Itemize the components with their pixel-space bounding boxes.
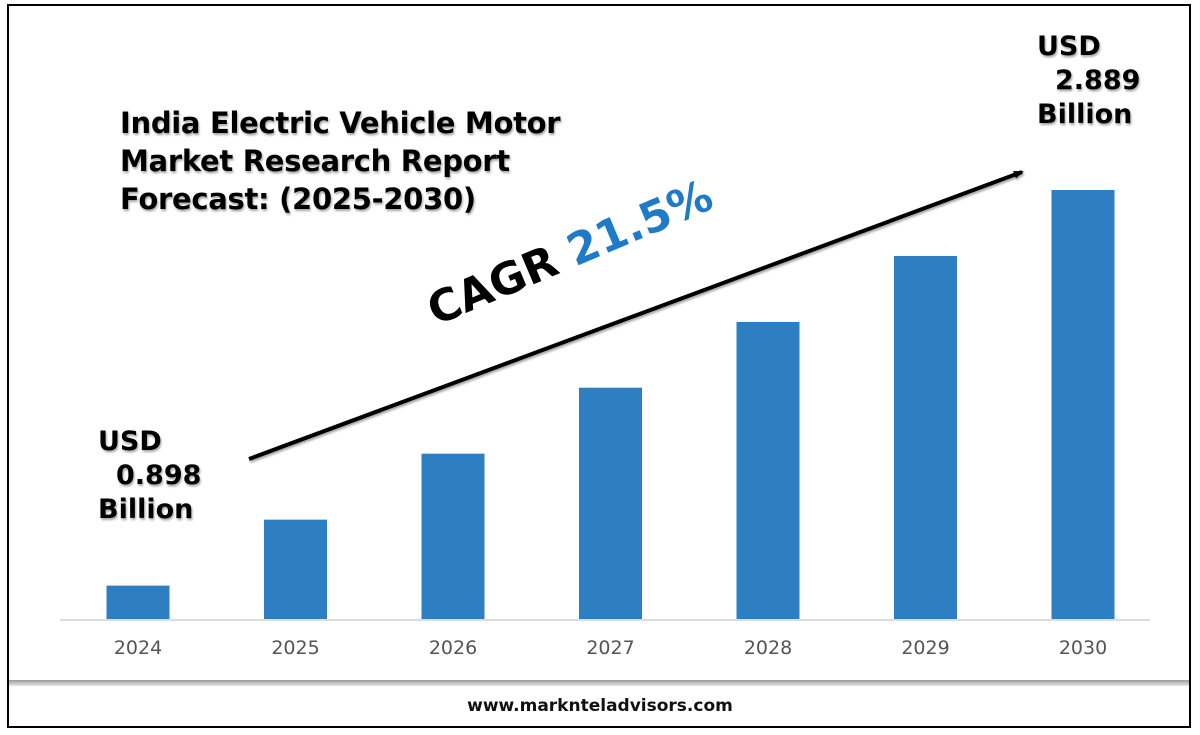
x-tick-label: 2029 [901,637,949,659]
bar-2024 [106,585,170,619]
bar-2026 [421,453,485,619]
bar-2030 [1051,190,1115,619]
end-unit: Billion [1037,99,1133,130]
footer-divider [9,680,1189,686]
bar-2027 [579,387,642,619]
title-line-1: India Electric Vehicle Motor [120,106,561,140]
start-value: 0.898 [116,460,202,491]
end-value-callout: USD 2.889 Billion [1037,30,1140,132]
title-line-3: Forecast: (2025-2030) [120,182,476,216]
chart-title: India Electric Vehicle Motor Market Rese… [120,104,561,218]
website-link[interactable]: www.marknteladvisors.com [467,696,733,716]
bar-2028 [736,321,800,619]
start-currency: USD [98,426,162,457]
x-tick-label: 2027 [586,637,634,659]
x-tick-label: 2025 [271,637,319,659]
x-tick-label: 2030 [1059,637,1107,659]
start-value-callout: USD 0.898 Billion [98,425,201,527]
start-unit: Billion [98,494,194,525]
x-tick-label: 2024 [114,637,162,659]
x-tick-label: 2028 [744,637,792,659]
growth-arrow [248,170,1024,461]
bar-2025 [264,519,327,619]
end-value: 2.889 [1055,65,1141,96]
x-tick-label: 2026 [429,637,477,659]
bar-2029 [894,255,957,620]
end-currency: USD [1037,31,1101,62]
title-line-2: Market Research Report [120,144,510,178]
